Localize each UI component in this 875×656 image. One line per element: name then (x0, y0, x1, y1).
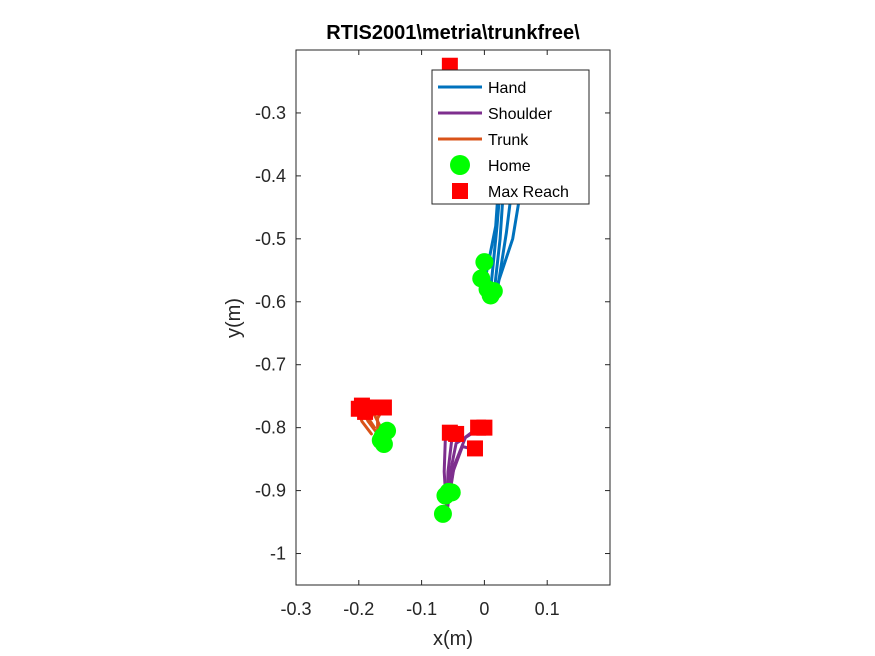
y-axis-label: y(m) (223, 298, 245, 338)
legend-label-hand: Hand (488, 80, 526, 97)
series-clip-group (350, 57, 530, 523)
legend-swatch-max-reach (452, 183, 468, 199)
y-tick-label: -0.7 (255, 355, 286, 375)
y-tick-label: -0.5 (255, 229, 286, 249)
x-tick-label: -0.2 (343, 599, 374, 619)
x-tick-label: -0.3 (280, 599, 311, 619)
y-tick-label: -0.9 (255, 481, 286, 501)
legend: Hand Shoulder Trunk Home Max Reach (431, 69, 590, 205)
legend-label-trunk: Trunk (488, 132, 529, 149)
legend-label-max-reach: Max Reach (488, 184, 569, 201)
max-reach-marker (448, 425, 465, 442)
chart-title: RTIS2001\metria\trunkfree\ (326, 22, 580, 44)
x-tick-label: 0 (479, 599, 489, 619)
legend-swatch-home (450, 155, 470, 175)
home-marker (433, 504, 452, 523)
series-layer (350, 57, 530, 523)
y-tick-label: -0.4 (255, 166, 286, 186)
home-marker (481, 286, 500, 305)
home-marker (373, 427, 392, 446)
max-reach-marker (476, 419, 493, 436)
max-reach-marker (357, 403, 374, 420)
y-tick-label: -0.3 (255, 103, 286, 123)
y-tick-label: -0.8 (255, 418, 286, 438)
x-tick-label: -0.1 (406, 599, 437, 619)
legend-label-shoulder: Shoulder (488, 106, 553, 123)
x-tick-label: 0.1 (535, 599, 560, 619)
home-marker (442, 483, 461, 502)
y-axis: -0.3 -0.4 -0.5 -0.6 -0.7 -0.8 -0.9 -1 (255, 103, 610, 564)
x-axis: -0.3 -0.2 -0.1 0 0.1 (280, 50, 560, 619)
home-marker (475, 253, 494, 272)
y-tick-label: -1 (270, 544, 286, 564)
legend-label-home: Home (488, 158, 531, 175)
y-tick-label: -0.6 (255, 292, 286, 312)
max-reach-marker (466, 440, 483, 457)
axes-frame (295, 49, 611, 586)
axes-box (295, 49, 611, 586)
max-reach-marker (375, 399, 392, 416)
x-axis-label: x(m) (433, 628, 473, 650)
legend-box (431, 69, 590, 205)
